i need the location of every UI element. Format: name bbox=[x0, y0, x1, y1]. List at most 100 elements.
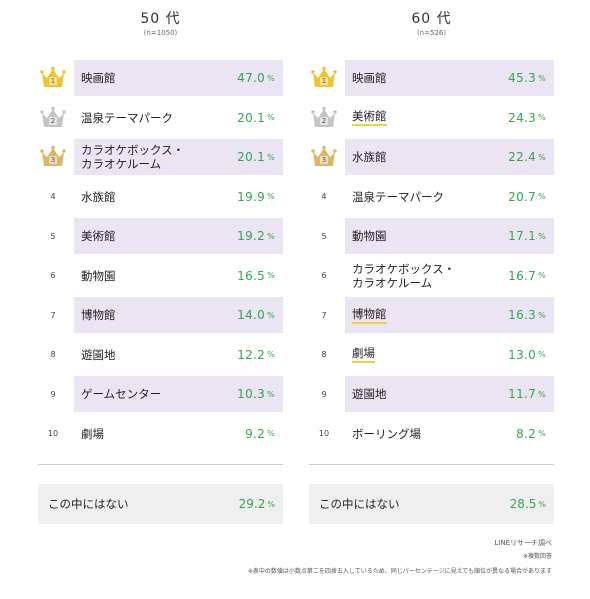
percentage-number: 47.0 bbox=[237, 71, 266, 85]
facility-label: 水族館 bbox=[81, 178, 116, 216]
ranking-row: 7 博物館 16.3% bbox=[309, 296, 554, 334]
percentage-number: 22.4 bbox=[508, 150, 537, 164]
percent-sign: % bbox=[538, 429, 546, 438]
percentage-number: 20.7 bbox=[508, 189, 537, 204]
facility-name: 美術館 bbox=[352, 109, 387, 126]
percentage-value: 16.3% bbox=[508, 296, 546, 334]
percentage-number: 19.2 bbox=[237, 229, 266, 243]
percentage-value: 29.2% bbox=[239, 484, 275, 524]
percentage-value: 9.2% bbox=[245, 415, 275, 453]
facility-name-line: カラオケボックス・ bbox=[81, 143, 185, 157]
facility-name-line: 劇場 bbox=[81, 426, 104, 441]
rank-marker: 10 bbox=[309, 415, 339, 453]
ranking-row: 7 博物館 14.0% bbox=[38, 296, 283, 334]
rounding-note: ※表中の数値は小数点第二を四捨五入しているため、同じパーセンテージに見えても順位… bbox=[247, 568, 552, 575]
ranking-row: 1 映画館 47.0% bbox=[38, 59, 283, 97]
percentage-number: 19.9 bbox=[237, 189, 266, 204]
percentage-value: 22.4% bbox=[508, 138, 546, 176]
facility-label: 遊園地 bbox=[81, 336, 116, 374]
facility-name: 水族館 bbox=[81, 190, 116, 204]
percent-sign: % bbox=[538, 113, 546, 122]
facility-name: 温泉テーマパーク bbox=[81, 111, 173, 125]
facility-name: 博物館 bbox=[352, 307, 387, 324]
rank-marker: 2 bbox=[309, 99, 339, 137]
rank-number: 3 bbox=[50, 156, 56, 164]
ranking-row: 10 ボーリング場 8.2% bbox=[309, 415, 554, 453]
facility-label: カラオケボックス・ カラオケルーム bbox=[352, 257, 455, 295]
percentage-value: 8.2% bbox=[516, 415, 546, 453]
facility-name: カラオケボックス・ カラオケルーム bbox=[81, 143, 184, 171]
percent-sign: % bbox=[267, 350, 275, 359]
percentage-value: 47.0% bbox=[237, 59, 275, 97]
row-highlight-band bbox=[74, 297, 283, 333]
percent-sign: % bbox=[267, 429, 275, 438]
ranking-row: 8 遊園地 12.2% bbox=[38, 336, 283, 374]
facility-label: 映画館 bbox=[352, 59, 387, 97]
column-header: 60 代 (n=526) bbox=[309, 8, 554, 37]
rank-number: 3 bbox=[321, 156, 327, 164]
rank-marker: 3 bbox=[38, 138, 68, 176]
facility-label: 水族館 bbox=[352, 138, 387, 176]
percentage-value: 24.3% bbox=[508, 99, 546, 137]
facility-name-line: 美術館 bbox=[352, 109, 387, 123]
facility-label: ゲームセンター bbox=[81, 375, 161, 413]
percentage-value: 12.2% bbox=[237, 336, 275, 374]
ranking-row: 3 水族館 22.4% bbox=[309, 138, 554, 176]
percent-sign: % bbox=[538, 389, 546, 399]
rank-number: 10 bbox=[47, 429, 59, 438]
none-of-these-label: この中にはない bbox=[319, 497, 400, 511]
percent-sign: % bbox=[538, 271, 546, 280]
rank-number: 9 bbox=[321, 389, 327, 399]
facility-label: 温泉テーマパーク bbox=[81, 99, 173, 137]
facility-name-line: 劇場 bbox=[352, 346, 375, 360]
percent-sign: % bbox=[267, 499, 275, 509]
percent-sign: % bbox=[267, 310, 275, 320]
ranking-row: 5 美術館 19.2% bbox=[38, 217, 283, 255]
percent-sign: % bbox=[538, 192, 546, 201]
facility-name-line: 映画館 bbox=[352, 71, 387, 85]
percentage-number: 16.5 bbox=[237, 268, 266, 283]
percentage-value: 20.7% bbox=[508, 178, 546, 216]
row-highlight-band bbox=[74, 218, 283, 254]
rank-number: 1 bbox=[321, 77, 327, 85]
rank-number: 2 bbox=[321, 116, 327, 125]
rank-marker: 5 bbox=[38, 217, 68, 255]
row-highlight-band bbox=[74, 139, 283, 175]
rank-marker: 4 bbox=[309, 178, 339, 216]
facility-name-line: 遊園地 bbox=[81, 347, 116, 362]
column-header: 50 代 (n=1050) bbox=[38, 8, 283, 37]
percentage-value: 28.5% bbox=[510, 484, 546, 524]
facility-name: 水族館 bbox=[352, 150, 387, 164]
gold-crown-icon: 1 bbox=[40, 66, 66, 90]
facility-name-line: 温泉テーマパーク bbox=[81, 110, 173, 125]
percentage-value: 20.1% bbox=[237, 99, 275, 137]
ranking-row: 2 美術館 24.3% bbox=[309, 99, 554, 137]
facility-label: ボーリング場 bbox=[352, 415, 421, 453]
percentage-value: 16.5% bbox=[237, 257, 275, 295]
percent-sign: % bbox=[538, 73, 546, 83]
facility-label: 博物館 bbox=[81, 296, 116, 334]
percentage-value: 45.3% bbox=[508, 59, 546, 97]
percentage-number: 13.0 bbox=[508, 347, 537, 362]
percentage-value: 14.0% bbox=[237, 296, 275, 334]
divider bbox=[309, 464, 554, 465]
rank-number: 10 bbox=[318, 429, 330, 438]
percentage-number: 8.2 bbox=[516, 426, 537, 441]
percentage-value: 10.3% bbox=[237, 375, 275, 413]
percent-sign: % bbox=[538, 499, 546, 509]
rank-marker: 2 bbox=[38, 99, 68, 137]
percent-sign: % bbox=[538, 231, 546, 241]
facility-name: 動物園 bbox=[352, 229, 387, 243]
facility-name: 遊園地 bbox=[352, 387, 387, 401]
percentage-number: 20.1 bbox=[237, 150, 266, 164]
percent-sign: % bbox=[538, 350, 546, 359]
facility-name: 温泉テーマパーク bbox=[352, 190, 444, 204]
column-title: 60 代 bbox=[411, 11, 452, 27]
percentage-number: 16.7 bbox=[508, 268, 537, 283]
facility-name-line: 動物園 bbox=[352, 229, 387, 243]
percentage-value: 19.9% bbox=[237, 178, 275, 216]
facility-label: 温泉テーマパーク bbox=[352, 178, 444, 216]
facility-label: 動物園 bbox=[81, 257, 116, 295]
percentage-value: 20.1% bbox=[237, 138, 275, 176]
row-highlight-band bbox=[345, 60, 554, 96]
